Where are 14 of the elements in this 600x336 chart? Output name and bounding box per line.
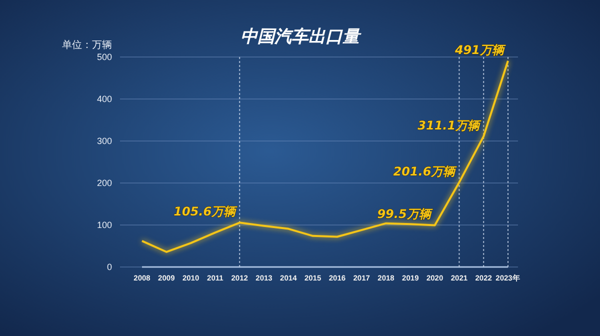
- y-tick-label: 300: [96, 136, 112, 146]
- y-tick-label: 200: [96, 178, 112, 188]
- data-label: 311.1万辆: [418, 118, 482, 132]
- y-tick-label: 0: [106, 262, 112, 272]
- y-tick-label: 400: [96, 94, 112, 104]
- data-label: 105.6万辆: [174, 204, 238, 219]
- y-axis-title: 单位：万辆: [62, 39, 112, 51]
- y-tick-label: 100: [96, 220, 112, 230]
- chart-title: 中国汽车出口量: [240, 27, 362, 47]
- data-label: 201.6万辆: [393, 164, 458, 178]
- data-label: 99.5万辆: [377, 207, 433, 222]
- data-label: 491万辆: [454, 42, 506, 57]
- y-tick-label: 500: [96, 52, 112, 62]
- line-series: [141, 60, 509, 253]
